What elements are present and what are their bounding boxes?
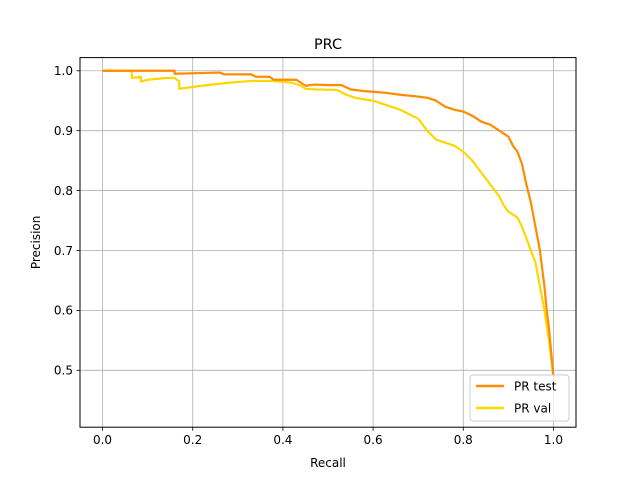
series-line-pr-val: [102, 69, 555, 377]
x-tick-label: 0.4: [273, 433, 292, 447]
plot-frame: [79, 57, 577, 428]
y-tick-label: 0.5: [54, 364, 73, 378]
legend: PR test PR val: [469, 374, 570, 422]
x-tick-label: 0.6: [364, 433, 383, 447]
y-axis-label: Precision: [29, 216, 43, 270]
grid: [80, 57, 576, 428]
y-tick-label: 0.7: [54, 244, 73, 258]
x-tick-label: 0.2: [183, 433, 202, 447]
y-tick-label: 0.6: [54, 304, 73, 318]
series-lines: [102, 69, 555, 377]
y-tick-label: 1.0: [54, 64, 73, 78]
legend-label-pr-val: PR val: [514, 402, 551, 416]
x-tick-label: 0.0: [93, 433, 112, 447]
chart-title: PRC: [314, 37, 342, 53]
series-line-pr-test: [102, 69, 555, 377]
y-tick-label: 0.8: [54, 184, 73, 198]
y-tick-label: 0.9: [54, 124, 73, 138]
axis-ticks: 0.0 0.2 0.4 0.6 0.8 1.0 0.5 0.6 0.7 0.8 0.9 1.0: [54, 64, 563, 447]
x-axis-label: Recall: [310, 456, 346, 470]
x-tick-label: 0.8: [454, 433, 473, 447]
legend-label-pr-test: PR test: [514, 380, 557, 394]
x-tick-label: 1.0: [544, 433, 563, 447]
